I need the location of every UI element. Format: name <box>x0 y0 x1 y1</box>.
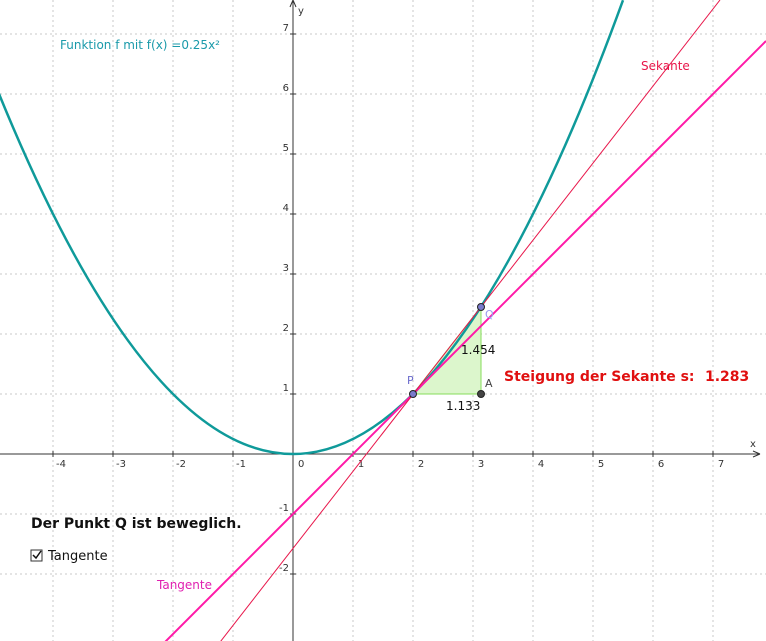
x-tick-label: 3 <box>478 459 484 470</box>
ticks: -4 -3 -2 -1 1 2 3 4 5 6 7 -2 -1 1 2 3 4 5 6 7 <box>52 23 724 575</box>
x-tick-label: 4 <box>538 459 544 470</box>
y-tick-label: -1 <box>279 503 289 514</box>
x-axis-arrow <box>752 450 761 458</box>
secant-label: Sekante <box>641 59 690 73</box>
y-axis-arrow <box>289 0 297 8</box>
function-label: Funktion f mit f(x) =0.25x² <box>60 38 220 52</box>
x-tick-label: 6 <box>658 459 664 470</box>
y-tick-label: 6 <box>283 83 289 94</box>
y-tick-label: 4 <box>283 203 289 214</box>
point-a[interactable] <box>477 390 485 398</box>
info-text: Der Punkt Q ist beweglich. <box>31 516 242 532</box>
origin-label: 0 <box>298 459 304 470</box>
x-tick-label: -1 <box>236 459 246 470</box>
secant-line[interactable] <box>217 0 721 641</box>
y-axis-label: y <box>298 6 304 17</box>
point-q[interactable] <box>477 303 485 311</box>
x-tick-label: -2 <box>176 459 186 470</box>
checkbox-label[interactable]: Tangente <box>47 549 108 564</box>
point-p-label: P <box>407 374 414 387</box>
x-tick-label: 5 <box>598 459 604 470</box>
x-tick-label: 2 <box>418 459 424 470</box>
y-tick-label: 5 <box>283 143 289 154</box>
x-tick-label: -3 <box>116 459 126 470</box>
y-tick-label: 1 <box>283 383 289 394</box>
y-tick-label: 7 <box>283 23 289 34</box>
x-axis-label: x <box>750 439 756 450</box>
run-label: 1.133 <box>446 399 480 413</box>
y-tick-label: 2 <box>283 323 289 334</box>
x-tick-label: 1 <box>358 459 364 470</box>
y-tick-label: -2 <box>279 563 289 574</box>
rise-label: 1.454 <box>461 343 495 357</box>
y-tick-label: 3 <box>283 263 289 274</box>
checkbox-check <box>32 550 42 560</box>
point-p[interactable] <box>409 390 417 398</box>
slope-value: 1.283 <box>705 369 749 385</box>
tangent-line[interactable] <box>161 40 766 641</box>
x-tick-label: 7 <box>718 459 724 470</box>
tangent-label: Tangente <box>156 578 212 592</box>
x-tick-label: -4 <box>56 459 66 470</box>
slope-text: Steigung der Sekante s: <box>504 369 695 385</box>
checkbox[interactable] <box>30 549 43 562</box>
parabola[interactable] <box>0 0 625 456</box>
point-q-label: Q <box>485 308 494 321</box>
point-a-label: A <box>485 377 493 390</box>
